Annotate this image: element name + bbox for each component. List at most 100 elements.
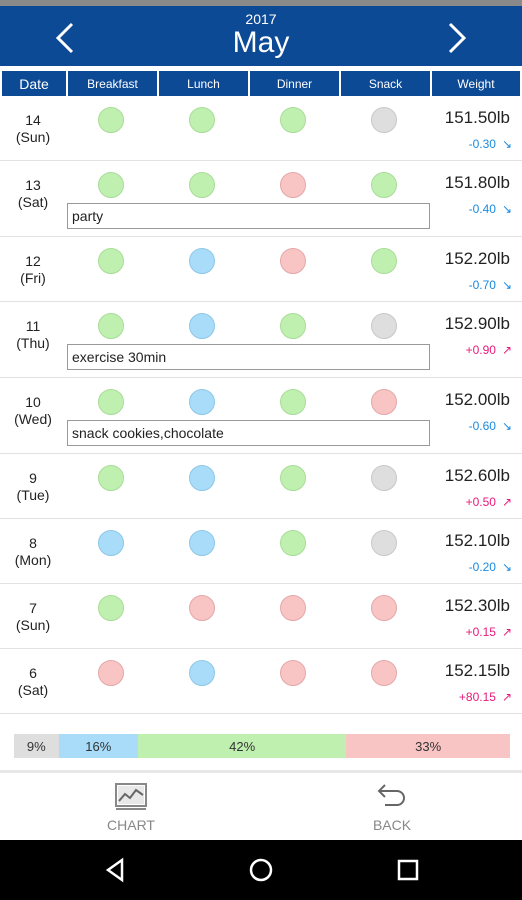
snack-status-dot[interactable] — [371, 465, 397, 491]
next-month-button[interactable] — [436, 18, 476, 58]
weight-value[interactable]: 151.50lb — [444, 108, 510, 127]
dinner-status-dot[interactable] — [280, 595, 306, 621]
weight-change-value: +0.50 — [465, 495, 496, 509]
weight-change-value: -0.70 — [468, 278, 496, 292]
lunch-status-dot[interactable] — [189, 595, 215, 621]
day-number: 14 — [25, 112, 41, 128]
bottom-toolbar: CHART BACK — [0, 773, 522, 840]
snack-status-dot[interactable] — [371, 248, 397, 274]
weight-change-value: +0.90 — [465, 343, 496, 357]
weight-value[interactable]: 152.20lb — [444, 249, 510, 268]
circle-home-icon — [249, 858, 273, 882]
lunch-status-dot[interactable] — [189, 465, 215, 491]
day-row[interactable]: 10 (Wed) 152.00lb -0.60 ↘ snack cookies,choco… — [0, 378, 522, 454]
lunch-status-dot[interactable] — [189, 660, 215, 686]
day-date: 9 (Tue) — [0, 470, 66, 504]
snack-status-dot[interactable] — [371, 172, 397, 198]
day-weekday: (Sat) — [17, 194, 49, 210]
weight-value[interactable]: 152.60lb — [444, 466, 510, 485]
snack-status-dot[interactable] — [371, 660, 397, 686]
snack-status-dot[interactable] — [371, 595, 397, 621]
breakfast-status-dot[interactable] — [98, 172, 124, 198]
day-number: 7 — [29, 600, 37, 616]
back-button[interactable]: BACK — [332, 779, 452, 837]
day-row[interactable]: 12 (Fri) 152.20lb -0.70 ↘ — [0, 237, 522, 302]
weight-value[interactable]: 152.30lb — [444, 596, 510, 615]
lunch-status-dot[interactable] — [189, 107, 215, 133]
dinner-status-dot[interactable] — [280, 313, 306, 339]
weight-change: +0.50 ↗ — [466, 495, 512, 509]
chart-icon — [115, 783, 147, 810]
trend-down-icon: ↘ — [501, 560, 512, 574]
weight-value[interactable]: 151.80lb — [444, 173, 510, 192]
column-header-snack: Snack — [341, 71, 430, 96]
dinner-status-dot[interactable] — [280, 172, 306, 198]
column-header-weight: Weight — [432, 71, 520, 96]
weight-change: -0.60 ↘ — [469, 419, 512, 433]
lunch-status-dot[interactable] — [189, 313, 215, 339]
day-note[interactable]: exercise 30min — [67, 344, 430, 370]
dinner-status-dot[interactable] — [280, 530, 306, 556]
snack-status-dot[interactable] — [371, 389, 397, 415]
weight-value[interactable]: 152.10lb — [444, 531, 510, 550]
day-note[interactable]: snack cookies,chocolate — [67, 420, 430, 446]
day-row[interactable]: 14 (Sun) 151.50lb -0.30 ↘ — [0, 96, 522, 161]
weight-change: -0.40 ↘ — [469, 202, 512, 216]
snack-status-dot[interactable] — [371, 530, 397, 556]
day-row[interactable]: 9 (Tue) 152.60lb +0.50 ↗ — [0, 454, 522, 519]
weight-value[interactable]: 152.00lb — [444, 390, 510, 409]
back-button-label: BACK — [372, 817, 412, 833]
day-row[interactable]: 7 (Sun) 152.30lb +0.15 ↗ — [0, 584, 522, 649]
day-row[interactable]: 13 (Sat) 151.80lb -0.40 ↘ party — [0, 161, 522, 237]
day-number: 13 — [25, 177, 41, 193]
weight-change: -0.70 ↘ — [469, 278, 512, 292]
snack-status-dot[interactable] — [371, 313, 397, 339]
snack-status-dot[interactable] — [371, 107, 397, 133]
trend-up-icon: ↗ — [501, 690, 512, 704]
day-row[interactable]: 11 (Thu) 152.90lb +0.90 ↗ exercise 30min — [0, 302, 522, 378]
weight-change: -0.20 ↘ — [469, 560, 512, 574]
dinner-status-dot[interactable] — [280, 248, 306, 274]
lunch-status-dot[interactable] — [189, 389, 215, 415]
lunch-status-dot[interactable] — [189, 248, 215, 274]
lunch-status-dot[interactable] — [189, 172, 215, 198]
weight-change-value: +80.15 — [458, 690, 496, 704]
nav-recents-button[interactable] — [392, 854, 424, 886]
dinner-status-dot[interactable] — [280, 389, 306, 415]
day-number: 8 — [29, 535, 37, 551]
day-row[interactable]: 6 (Sat) 152.15lb +80.15 ↗ — [0, 649, 522, 714]
previous-month-button[interactable] — [46, 18, 86, 58]
day-weekday: (Sun) — [15, 129, 51, 145]
day-number: 9 — [29, 470, 37, 486]
dinner-status-dot[interactable] — [280, 660, 306, 686]
day-note[interactable]: party — [67, 203, 430, 229]
summary-segment: 16% — [58, 734, 138, 758]
breakfast-status-dot[interactable] — [98, 465, 124, 491]
column-header-lunch: Lunch — [159, 71, 248, 96]
breakfast-status-dot[interactable] — [98, 530, 124, 556]
day-row[interactable]: 8 (Mon) 152.10lb -0.20 ↘ — [0, 519, 522, 584]
chart-button[interactable]: CHART — [71, 779, 191, 837]
system-navigation-bar — [0, 840, 522, 900]
status-bar — [0, 0, 522, 6]
trend-up-icon: ↗ — [501, 343, 512, 357]
nav-back-button[interactable] — [100, 854, 132, 886]
day-weekday: (Mon) — [14, 552, 52, 568]
dinner-status-dot[interactable] — [280, 465, 306, 491]
breakfast-status-dot[interactable] — [98, 313, 124, 339]
dinner-status-dot[interactable] — [280, 107, 306, 133]
trend-down-icon: ↘ — [501, 202, 512, 216]
weight-value[interactable]: 152.90lb — [444, 314, 510, 333]
breakfast-status-dot[interactable] — [98, 248, 124, 274]
day-date: 10 (Wed) — [0, 394, 66, 428]
nav-home-button[interactable] — [245, 854, 277, 886]
breakfast-status-dot[interactable] — [98, 595, 124, 621]
breakfast-status-dot[interactable] — [98, 660, 124, 686]
breakfast-status-dot[interactable] — [98, 107, 124, 133]
day-date: 14 (Sun) — [0, 112, 66, 146]
weight-value[interactable]: 152.15lb — [444, 661, 510, 680]
lunch-status-dot[interactable] — [189, 530, 215, 556]
day-date: 11 (Thu) — [0, 318, 66, 352]
day-number: 10 — [25, 394, 41, 410]
breakfast-status-dot[interactable] — [98, 389, 124, 415]
